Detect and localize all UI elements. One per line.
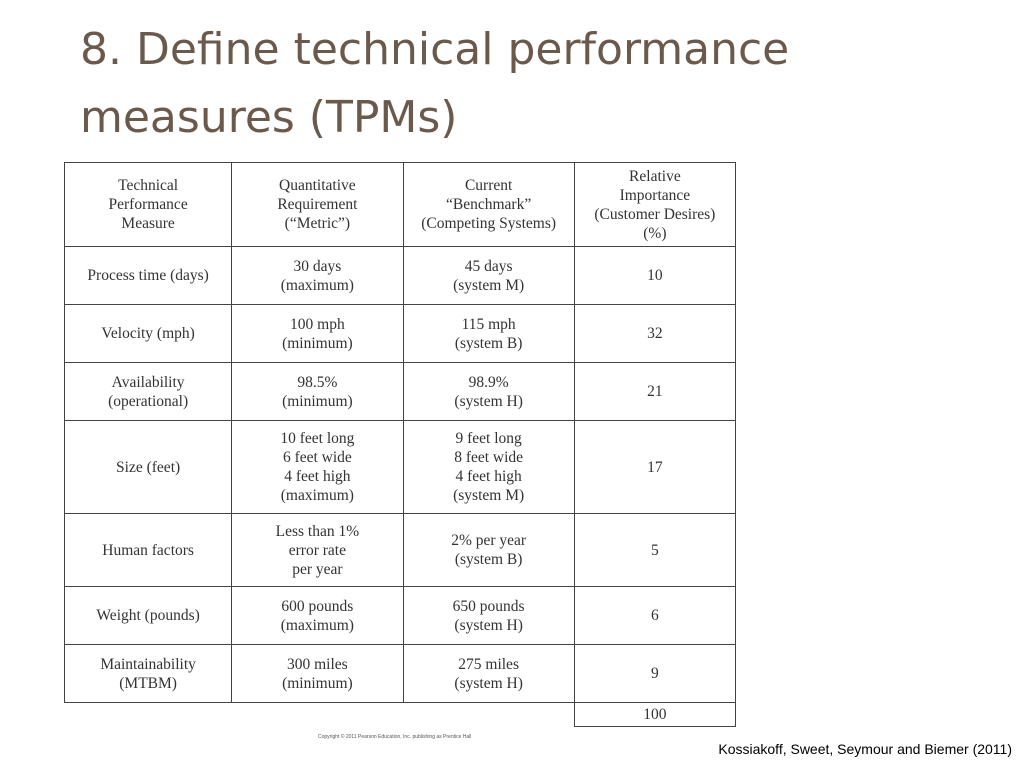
cell-requirement: 98.5% (minimum) xyxy=(231,362,404,421)
cell-requirement: 10 feet long 6 feet wide 4 feet high (ma… xyxy=(231,420,404,514)
cell-importance: 17 xyxy=(573,420,737,514)
cell-benchmark: 98.9% (system H) xyxy=(402,362,575,421)
header-current-benchmark: Current “Benchmark” (Competing Systems) xyxy=(402,162,575,247)
table-row: Availability (operational) 98.5% (minimu… xyxy=(63,362,737,421)
cell-importance: 10 xyxy=(573,246,737,305)
header-relative-importance: Relative Importance (Customer Desires) (… xyxy=(573,162,737,247)
cell-benchmark: 45 days (system M) xyxy=(402,246,575,305)
slide-title: 8. Define technical performance measures… xyxy=(80,24,790,143)
cell-importance: 5 xyxy=(573,513,737,587)
cell-measure: Size (feet) xyxy=(63,420,233,514)
cell-importance: 6 xyxy=(573,586,737,645)
copyright-notice: Copyright © 2011 Pearson Education, Inc.… xyxy=(318,734,472,740)
cell-measure: Availability (operational) xyxy=(63,362,233,421)
cell-importance: 21 xyxy=(573,362,737,421)
tpm-table: Technical Performance Measure Quantitati… xyxy=(63,162,737,727)
cell-benchmark: 115 mph (system B) xyxy=(402,304,575,363)
cell-importance-total: 100 xyxy=(573,702,737,727)
table-row: Weight (pounds) 600 pounds (maximum) 650… xyxy=(63,586,737,645)
cell-requirement: 100 mph (minimum) xyxy=(231,304,404,363)
table-row: Maintainability (MTBM) 300 miles (minimu… xyxy=(63,644,737,703)
cell-requirement: 600 pounds (maximum) xyxy=(231,586,404,645)
table-row: Size (feet) 10 feet long 6 feet wide 4 f… xyxy=(63,420,737,514)
cell-requirement: Less than 1% error rate per year xyxy=(231,513,404,587)
cell-benchmark: 2% per year (system B) xyxy=(402,513,575,587)
header-technical-performance-measure: Technical Performance Measure xyxy=(63,162,233,247)
cell-requirement: 300 miles (minimum) xyxy=(231,644,404,703)
cell-benchmark: 650 pounds (system H) xyxy=(402,586,575,645)
cell-measure: Process time (days) xyxy=(63,246,233,305)
cell-measure: Human factors xyxy=(63,513,233,587)
cell-benchmark: 9 feet long 8 feet wide 4 feet high (sys… xyxy=(402,420,575,514)
table-row: Human factors Less than 1% error rate pe… xyxy=(63,513,737,587)
table-row: Velocity (mph) 100 mph (minimum) 115 mph… xyxy=(63,304,737,363)
cell-importance: 32 xyxy=(573,304,737,363)
table-total-row: 100 xyxy=(65,702,737,727)
table-header-row: Technical Performance Measure Quantitati… xyxy=(63,162,737,247)
cell-measure: Maintainability (MTBM) xyxy=(63,644,233,703)
tpm-table-container: Technical Performance Measure Quantitati… xyxy=(63,162,737,727)
cell-importance: 9 xyxy=(573,644,737,703)
table-row: Process time (days) 30 days (maximum) 45… xyxy=(63,246,737,305)
cell-measure: Velocity (mph) xyxy=(63,304,233,363)
header-quantitative-requirement: Quantitative Requirement (“Metric”) xyxy=(231,162,404,247)
cell-measure: Weight (pounds) xyxy=(63,586,233,645)
cell-benchmark: 275 miles (system H) xyxy=(402,644,575,703)
source-citation: Kossiakoff, Sweet, Seymour and Biemer (2… xyxy=(718,741,1012,757)
cell-requirement: 30 days (maximum) xyxy=(231,246,404,305)
